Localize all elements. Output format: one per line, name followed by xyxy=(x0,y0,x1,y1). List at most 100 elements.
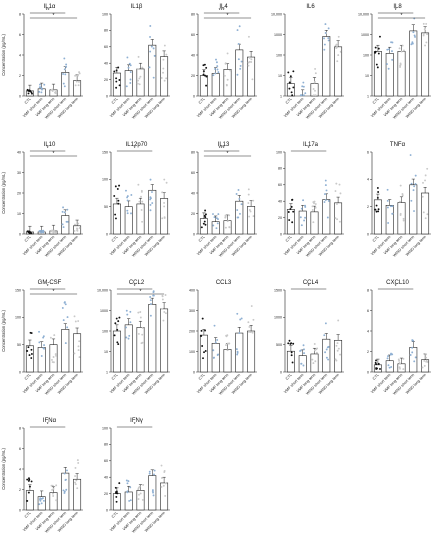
category-label: CTL xyxy=(198,235,206,243)
data-point xyxy=(152,294,155,297)
data-point xyxy=(312,94,315,97)
data-point xyxy=(239,67,242,70)
data-point xyxy=(152,76,155,79)
bar-vmf-long-term xyxy=(136,327,145,373)
data-point xyxy=(77,462,80,464)
data-point xyxy=(63,57,66,60)
data-point xyxy=(114,185,117,188)
y-tick-label: 100 xyxy=(102,178,108,182)
data-point xyxy=(411,42,414,45)
data-point xyxy=(126,199,129,202)
data-point xyxy=(64,342,67,345)
data-point xyxy=(139,75,142,78)
data-point xyxy=(402,49,405,52)
data-point xyxy=(301,85,304,88)
data-point xyxy=(236,216,239,219)
data-point xyxy=(203,351,205,354)
data-point xyxy=(128,62,131,65)
data-point xyxy=(326,216,329,219)
category-label: CTL xyxy=(372,97,380,105)
data-point xyxy=(314,203,317,205)
data-point xyxy=(224,215,227,218)
data-point xyxy=(61,307,64,309)
y-axis-label: Concentration (pg/mL) xyxy=(1,172,6,214)
y-tick-label: 1000 xyxy=(274,316,282,320)
data-point xyxy=(324,193,326,196)
data-point xyxy=(291,221,294,224)
data-point xyxy=(113,194,116,197)
data-point xyxy=(315,351,318,354)
y-axis-label: Concentration (pg/mL) xyxy=(1,448,6,490)
data-point xyxy=(78,340,81,343)
data-point xyxy=(117,320,120,323)
data-point xyxy=(304,92,307,95)
data-point xyxy=(240,317,243,320)
data-point xyxy=(130,212,132,215)
data-point xyxy=(377,52,380,55)
y-tick-label: 8 xyxy=(367,288,369,292)
data-point xyxy=(399,200,401,203)
significance-label: *** xyxy=(219,146,225,152)
data-point xyxy=(151,489,154,492)
y-tick-label: 10,000 xyxy=(271,12,282,16)
data-point xyxy=(217,213,220,216)
y-tick-label: 1 xyxy=(367,94,369,98)
data-point xyxy=(51,89,54,92)
data-point xyxy=(312,201,315,204)
bar-ctl xyxy=(286,350,295,373)
significance-label: * xyxy=(47,284,49,290)
data-point xyxy=(290,351,293,354)
data-point xyxy=(323,201,326,203)
data-point xyxy=(325,356,328,359)
y-tick-label: 6 xyxy=(19,447,21,451)
data-point xyxy=(39,83,41,86)
data-point xyxy=(225,84,228,87)
data-point xyxy=(202,357,204,360)
data-point xyxy=(51,358,53,361)
data-point xyxy=(327,199,330,202)
y-tick-label: 1 xyxy=(280,94,282,98)
data-point xyxy=(225,335,228,338)
y-tick-label: 500 xyxy=(276,343,282,347)
data-point xyxy=(215,58,217,61)
data-point xyxy=(323,334,326,337)
data-point xyxy=(165,181,168,184)
bar-wind-long-term xyxy=(73,80,82,97)
data-point xyxy=(38,503,41,506)
y-tick-label: 60 xyxy=(278,183,282,187)
data-point xyxy=(137,183,140,186)
data-point xyxy=(248,325,251,328)
data-point xyxy=(141,333,144,336)
data-point xyxy=(160,476,163,479)
y-tick-label: 80 xyxy=(191,12,195,16)
data-point xyxy=(28,477,30,480)
data-point xyxy=(139,311,142,313)
significance-label: * xyxy=(47,146,49,152)
y-tick-label: 10,000 xyxy=(97,288,108,292)
data-point xyxy=(141,498,144,501)
significance-label: * xyxy=(53,289,55,295)
data-point xyxy=(375,204,378,207)
bar-vmf-long-term xyxy=(49,344,58,373)
data-point xyxy=(73,315,76,318)
data-point xyxy=(137,311,140,314)
data-point xyxy=(165,53,168,56)
y-tick-label: 1000 xyxy=(274,33,282,37)
bar-wind-short-term xyxy=(322,338,331,373)
data-point xyxy=(30,353,33,355)
data-point xyxy=(216,65,219,68)
category-label: CTL xyxy=(285,373,293,381)
data-point xyxy=(61,223,64,226)
data-point xyxy=(212,224,215,227)
data-point xyxy=(129,71,132,73)
significance-label: *** xyxy=(219,8,225,14)
data-point xyxy=(217,353,220,356)
y-tick-label: 60 xyxy=(104,45,108,49)
data-point xyxy=(240,60,243,63)
data-point xyxy=(141,326,144,329)
y-tick-label: 100 xyxy=(276,53,282,57)
